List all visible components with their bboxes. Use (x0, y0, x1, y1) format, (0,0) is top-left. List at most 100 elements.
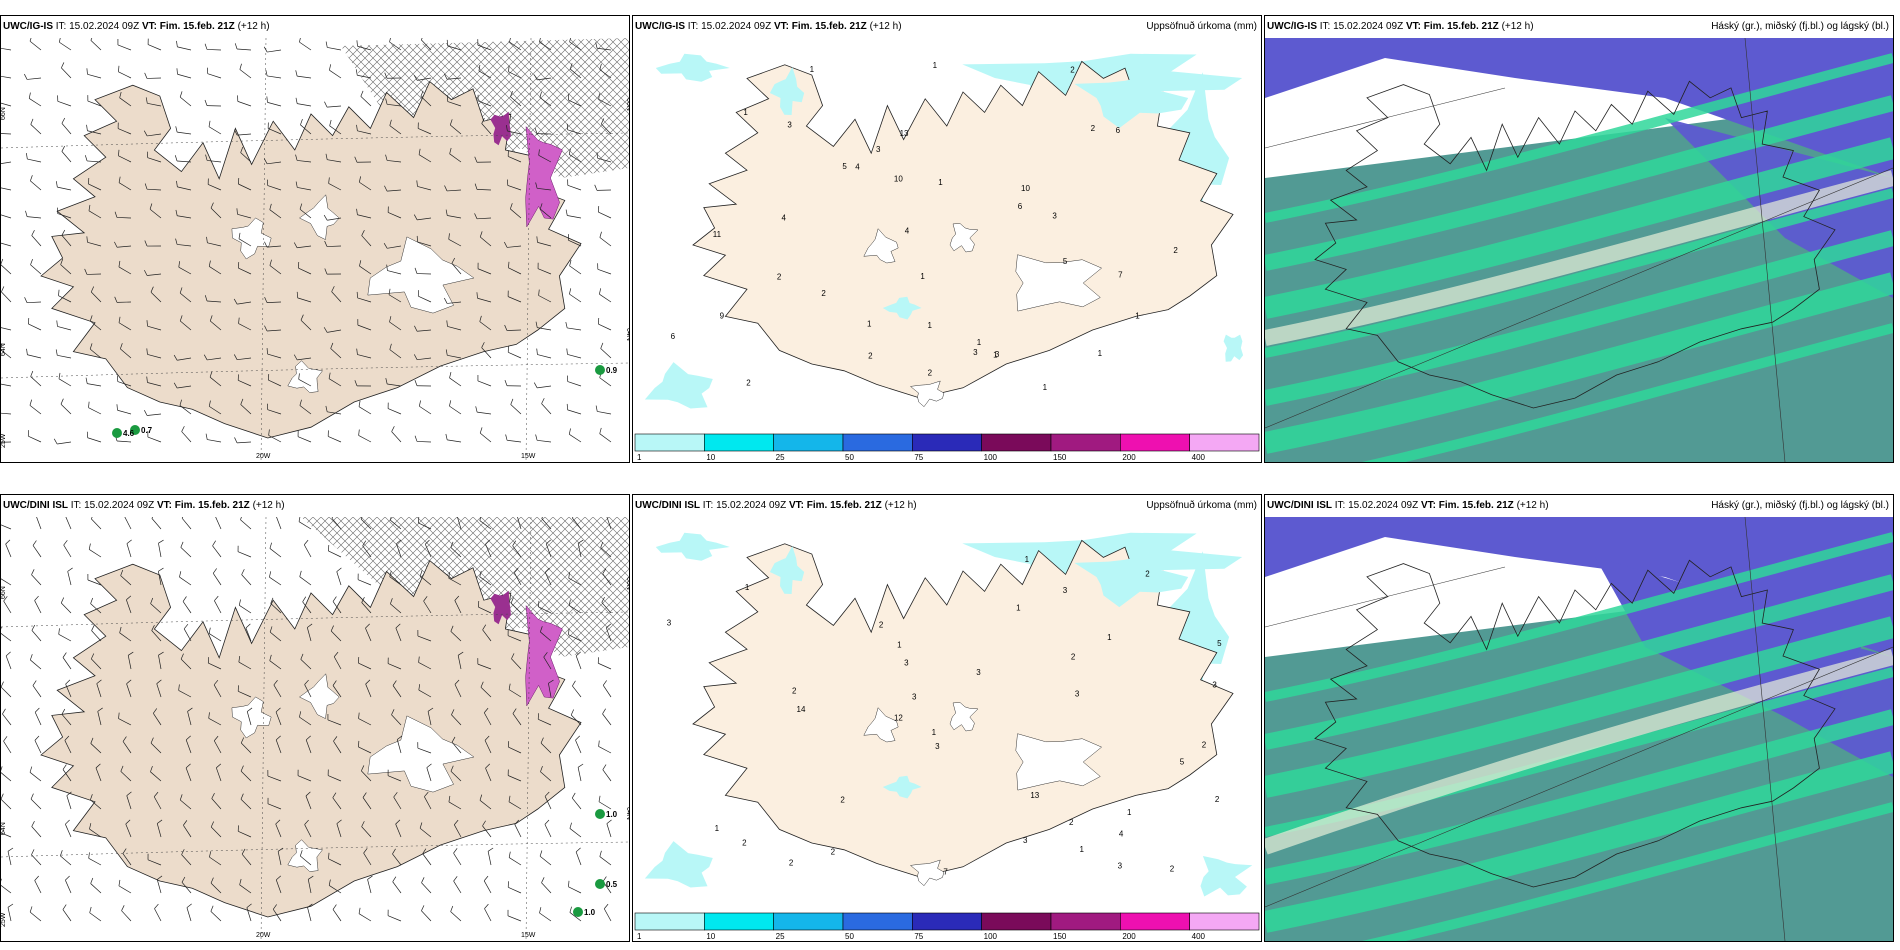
wind-barb (89, 348, 102, 359)
wind-barb (453, 824, 462, 838)
wind-barb (267, 353, 282, 359)
precip-value: 6 (1018, 202, 1023, 211)
wind-barb (212, 573, 222, 586)
wind-barb-flag (540, 737, 544, 744)
wind-barb (88, 407, 102, 415)
precip-value: 3 (976, 668, 981, 677)
wind-barb (187, 711, 192, 726)
cloud-map[interactable] (1265, 38, 1893, 462)
wind-barb-flag (264, 241, 268, 248)
glacier (909, 380, 945, 408)
wind-barb-flag (146, 320, 148, 327)
wind-barb (567, 129, 582, 135)
wind-barb (327, 775, 342, 782)
model-name: UWC/IG-IS (3, 21, 53, 32)
wind-barb (426, 767, 432, 782)
wind-barb (392, 881, 402, 894)
wind-barb-flag (178, 261, 180, 268)
wind-barb-flag (451, 736, 456, 743)
wind-barb (26, 301, 42, 304)
precip-value: 2 (1070, 65, 1075, 74)
wind-barb-flag (28, 92, 31, 99)
wind-barb (237, 551, 252, 558)
wind-barb-flag (293, 242, 298, 248)
mid-cloud (1265, 272, 1893, 454)
wind-barb (396, 739, 402, 754)
wind-barb (538, 606, 552, 614)
wind-barb (329, 885, 342, 894)
grid-label: 66N (625, 577, 629, 590)
wind-barb-flag (5, 539, 11, 545)
wind-map[interactable]: 66N 64N 25W 20W 15W 66N 64N 1.0 0.5 1.0 (1, 517, 629, 941)
wind-barb (336, 571, 342, 586)
wind-barb (237, 301, 252, 305)
precip-area (655, 53, 730, 82)
precip-map[interactable]: 3 4 2 1 2 2 1 3 1 3 3 2 3 2 13 12 14 1 2 1 1 2 2 2 1 1 3 7 5 2 3 3 5 3 2 3 2… (633, 517, 1261, 911)
wind-barb (57, 101, 72, 107)
wind-barb (118, 322, 132, 331)
cloud-map[interactable] (1265, 517, 1893, 941)
precip-map[interactable]: 2 2 1 10 5 4 1 1 2 3 3 3 3 3 1 1 4 6 2 11 10 9 4 1 2 1 1 1 1 2 1 2 7 5 2 13… (633, 38, 1261, 432)
precip-value: 1 (1079, 845, 1084, 854)
wind-barb-flag (568, 572, 570, 579)
wind-barb-flag (7, 903, 14, 908)
precip-value: 2 (1145, 570, 1150, 579)
wind-barb-flag (481, 342, 485, 348)
wind-barb (567, 215, 582, 219)
wind-barb-flag (88, 401, 90, 408)
wind-map[interactable]: 66N 64N 25W 20W 15W 66N 64N 0.7 0.9 4.6 (1, 38, 629, 462)
wind-barb-flag (569, 822, 572, 829)
wind-barb-flag (264, 325, 268, 332)
wind-barb-flag (239, 878, 242, 885)
wind-barb-flag (449, 147, 452, 154)
wind-barb (449, 377, 462, 387)
wind-barb (416, 441, 432, 443)
panel-wind-dini: UWC/DINI ISL IT: 15.02.2024 09Z VT: Fim.… (0, 494, 630, 942)
wind-barb (453, 880, 462, 894)
wind-barb (181, 517, 192, 530)
wind-barb-flag (273, 680, 278, 686)
wind-barb (597, 411, 612, 415)
wind-barb-flag (55, 349, 58, 356)
precip-value: 2 (868, 352, 873, 361)
colorbar-bin (1189, 912, 1260, 931)
wind-barb (418, 689, 432, 698)
precip-value: 1 (920, 272, 925, 281)
wind-barb (237, 357, 252, 361)
wind-barb (299, 209, 312, 219)
wind-barb-flag (544, 819, 550, 825)
wind-barb-flag (34, 735, 40, 741)
precip-value: 2 (1071, 652, 1076, 661)
wind-barb (599, 237, 612, 247)
wind-barb (389, 321, 402, 331)
wind-barb-flag (208, 400, 211, 407)
icing-area (525, 125, 563, 228)
precip-value: 3 (1212, 681, 1217, 690)
wind-barb (598, 99, 612, 107)
wind-barb (207, 184, 222, 191)
wind-barb (179, 292, 192, 303)
wind-barb-flag (395, 623, 401, 629)
wind-barb-flag (236, 208, 238, 215)
wind-barb (126, 543, 132, 558)
init-time: IT: 15.02.2024 09Z (1334, 500, 1419, 511)
wind-barb-flag (1, 258, 4, 265)
wind-barb-flag (510, 203, 513, 210)
wind-barb (118, 885, 132, 894)
wind-barb (207, 73, 222, 79)
wind-barb-flag (275, 735, 281, 741)
valid-time: Fim. 15.feb. 21Z (1423, 21, 1499, 32)
wind-barb-flag (90, 517, 93, 520)
wind-barb (60, 855, 72, 866)
wind-barb-flag (332, 792, 337, 798)
wind-barb (575, 655, 582, 670)
wind-barb (482, 825, 492, 838)
wind-barb (91, 658, 102, 670)
wind-barb (215, 767, 222, 782)
wind-barb-flag (358, 907, 361, 914)
wind-barb-flag (213, 679, 219, 686)
wind-barb (597, 157, 612, 163)
wind-barb-flag (205, 154, 208, 161)
wind-barb-flag (89, 906, 92, 913)
wind-barb (568, 577, 582, 586)
